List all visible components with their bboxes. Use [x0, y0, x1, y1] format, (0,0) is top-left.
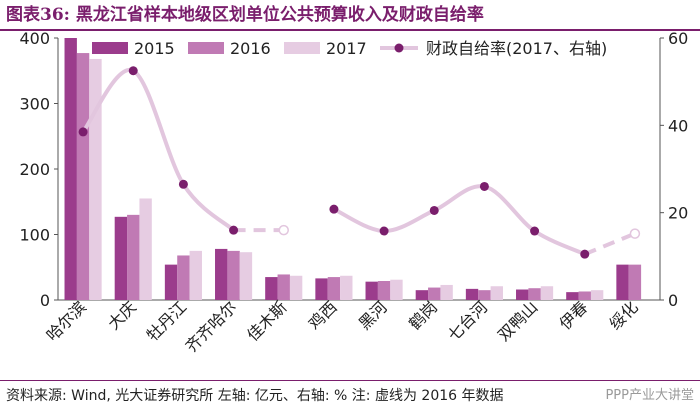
ratio-marker-2016 — [278, 224, 289, 236]
ratio-marker — [329, 204, 339, 214]
x-tick-label: 鸡西 — [305, 297, 341, 333]
bar-2017 — [189, 250, 202, 300]
right-tick-label: 20 — [668, 204, 688, 223]
bar-2016 — [76, 53, 90, 300]
watermark: PPP产业大讲堂 — [605, 388, 694, 403]
bar-2017 — [390, 279, 403, 300]
ratio-marker — [128, 66, 138, 76]
bar-2016 — [177, 255, 190, 300]
left-tick-label: 100 — [19, 226, 50, 245]
bar-2017 — [540, 286, 554, 300]
x-tick-label: 牡丹江 — [143, 297, 190, 344]
title-rule — [0, 29, 700, 31]
chart: 01002003004000204060哈尔滨 大庆 牡丹江齐齐哈尔 佳木斯 鸡西 黑河鹤… — [19, 29, 688, 356]
bar-2015 — [616, 264, 629, 300]
x-tick-label: 齐齐哈尔 — [182, 297, 241, 356]
footer-rule — [0, 380, 700, 381]
legend-swatch-2017 — [284, 42, 320, 54]
bar-2017 — [139, 198, 152, 300]
bar-2017 — [239, 252, 253, 300]
bar-2017 — [89, 58, 102, 301]
left-tick-label: 400 — [19, 29, 50, 48]
bar-2015 — [215, 248, 228, 300]
ratio-marker — [178, 179, 188, 189]
source-note: 资料来源: Wind, 光大证券研究所 左轴: 亿元、右轴: % — [6, 388, 348, 404]
legend-swatch-2016 — [188, 42, 224, 54]
footer: 资料来源: Wind, 光大证券研究所 左轴: 亿元、右轴: % 注: 虚线为 … — [6, 384, 504, 408]
bar-2015 — [415, 290, 429, 300]
bar-2015 — [465, 288, 479, 300]
bar-2015 — [64, 38, 77, 300]
legend-label-ratio: 财政自给率(2017、右轴) — [426, 39, 607, 58]
legend-label-2016: 2016 — [230, 39, 271, 58]
left-tick-label: 0 — [40, 291, 50, 310]
x-tick-label: 大庆 — [104, 297, 140, 333]
legend-swatch-2015 — [92, 42, 128, 54]
dash-note: 注: 虚线为 2016 年数据 — [351, 388, 504, 404]
ratio-marker — [530, 226, 540, 236]
bar-2016 — [478, 290, 491, 300]
x-tick-label: 鹤岗 — [405, 297, 441, 333]
bar-2017 — [340, 275, 353, 300]
ratio-marker — [229, 225, 239, 235]
x-tick-label: 佳木斯 — [243, 297, 290, 344]
bar-2017 — [490, 286, 503, 300]
bar-2016 — [578, 291, 591, 300]
bar-2015 — [315, 278, 328, 300]
ratio-marker-2016 — [629, 228, 641, 239]
ratio-marker — [580, 249, 590, 259]
ratio-line — [333, 184, 586, 256]
bar-2017 — [440, 284, 453, 300]
bar-2016 — [277, 274, 290, 300]
legend-label-2015: 2015 — [134, 39, 175, 58]
bar-2017 — [289, 275, 303, 300]
ratio-marker — [479, 181, 489, 191]
right-tick-label: 60 — [668, 29, 688, 48]
legend-label-2017: 2017 — [326, 39, 367, 58]
x-tick-label: 伊春 — [556, 297, 592, 333]
bar-2015 — [566, 292, 579, 300]
ratio-marker — [78, 127, 88, 137]
ratio-marker — [429, 205, 439, 215]
right-tick-label: 40 — [668, 116, 688, 135]
bar-2016 — [227, 250, 240, 300]
bar-2015 — [164, 264, 178, 300]
bar-2017 — [590, 290, 604, 300]
bar-2016 — [377, 281, 391, 300]
bar-2016 — [327, 277, 341, 300]
bar-2016 — [127, 214, 140, 300]
bar-2016 — [628, 264, 642, 300]
bar-2015 — [516, 289, 529, 300]
bar-2016 — [528, 288, 541, 300]
ratio-line — [81, 68, 235, 232]
chart-title: 图表36: 黑龙江省样本地级区划单位公共预算收入及财政自给率 — [6, 5, 484, 25]
x-tick-label: 绥化 — [606, 297, 642, 333]
x-tick-label: 黑河 — [355, 297, 391, 333]
bar-2015 — [365, 281, 378, 300]
legend-line-marker — [394, 43, 404, 53]
ratio-marker — [379, 226, 389, 236]
left-tick-label: 200 — [19, 160, 50, 179]
right-tick-label: 0 — [668, 291, 678, 310]
ratio-line-2016-dashed — [583, 231, 636, 257]
x-tick-label: 七台河 — [444, 297, 491, 344]
bar-2016 — [428, 287, 441, 300]
bar-2015 — [265, 277, 278, 300]
x-tick-label: 双鸭山 — [494, 297, 541, 344]
left-tick-label: 300 — [19, 95, 50, 114]
bar-2015 — [114, 216, 128, 300]
